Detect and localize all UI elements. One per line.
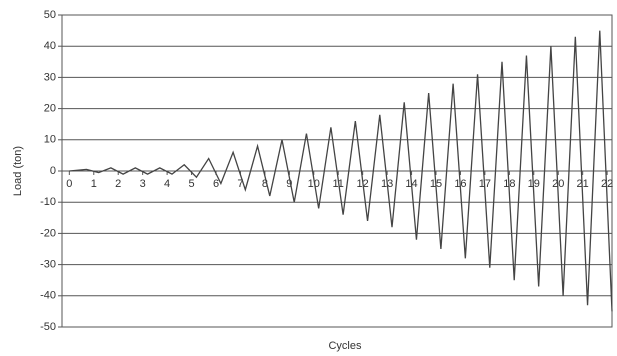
- y-tick-label: 50: [44, 9, 56, 21]
- x-tick-label: 8: [262, 178, 268, 190]
- data-line: [69, 30, 613, 312]
- y-axis-label: Load (ton): [12, 146, 24, 196]
- y-tick-label: -50: [40, 321, 56, 333]
- x-tick-label: 22: [601, 178, 613, 190]
- y-tick-label: 30: [44, 71, 56, 83]
- x-tick-label: 7: [237, 178, 243, 190]
- x-tick-label: 10: [308, 178, 320, 190]
- x-tick-label: 6: [213, 178, 219, 190]
- y-tick-label: 0: [50, 165, 56, 177]
- x-tick-label: 9: [286, 178, 292, 190]
- y-tick-label: -20: [40, 227, 56, 239]
- x-axis-label: Cycles: [328, 340, 362, 352]
- x-tick-label: 0: [66, 178, 72, 190]
- x-tick-label: 1: [91, 178, 97, 190]
- y-tick-label: -30: [40, 259, 56, 271]
- y-tick-label: 10: [44, 134, 56, 146]
- x-tick-label: 4: [164, 178, 170, 190]
- y-tick-label: -40: [40, 290, 56, 302]
- x-tick-label: 2: [115, 178, 121, 190]
- x-tick-label: 3: [140, 178, 146, 190]
- x-tick-label: 5: [188, 178, 194, 190]
- y-tick-label: 40: [44, 40, 56, 52]
- y-tick-label: -10: [40, 196, 56, 208]
- y-tick-label: 20: [44, 103, 56, 115]
